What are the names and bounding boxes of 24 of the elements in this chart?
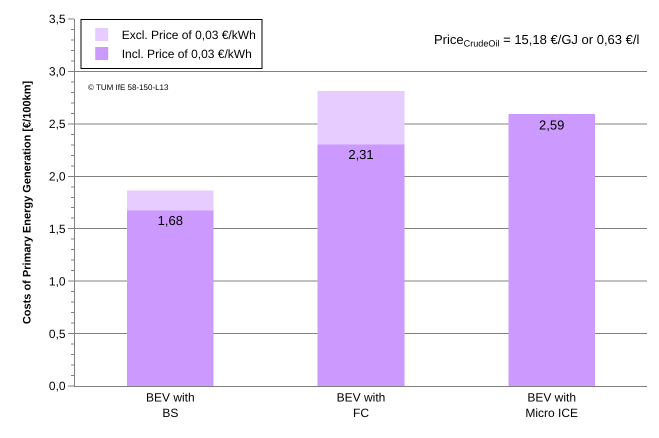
legend-label: Excl. Price of 0,03 €/kWh xyxy=(122,28,256,42)
data-label: 1,68 xyxy=(158,212,183,228)
y-tick-label: 2,0 xyxy=(48,169,66,184)
y-tick-label: 0,5 xyxy=(48,326,66,341)
bar xyxy=(318,90,404,144)
x-tick-label: BEV with BS xyxy=(146,390,195,420)
bar xyxy=(508,114,596,386)
bar xyxy=(126,190,214,210)
y-tick-label: 3,5 xyxy=(48,12,66,26)
data-label: 2,31 xyxy=(348,146,374,162)
legend-label: Incl. Price of 0,03 €/kWh xyxy=(122,47,252,62)
y-tick-label: 0,0 xyxy=(48,379,66,394)
bar xyxy=(126,209,214,386)
data-label: 2,59 xyxy=(539,117,564,132)
y-tick-label: 1,0 xyxy=(48,274,66,288)
x-tick-label: BEV with Micro ICE xyxy=(525,390,578,420)
y-axis-title: Costs of Primary Energy Generation [€/100km] xyxy=(22,80,34,324)
annotation: © TUM IfE 58-150-L13 xyxy=(88,83,169,92)
y-tick-label: 2,5 xyxy=(48,117,66,132)
annotation: Price$_{CrudeOil}$ = 15,18 €/GJ or 0,63 €/l xyxy=(434,32,640,49)
y-tick-label: 3,0 xyxy=(48,64,66,79)
bar xyxy=(318,143,404,386)
y-tick-label: 1,5 xyxy=(48,222,66,236)
x-tick-label: BEV with FC xyxy=(336,390,386,420)
